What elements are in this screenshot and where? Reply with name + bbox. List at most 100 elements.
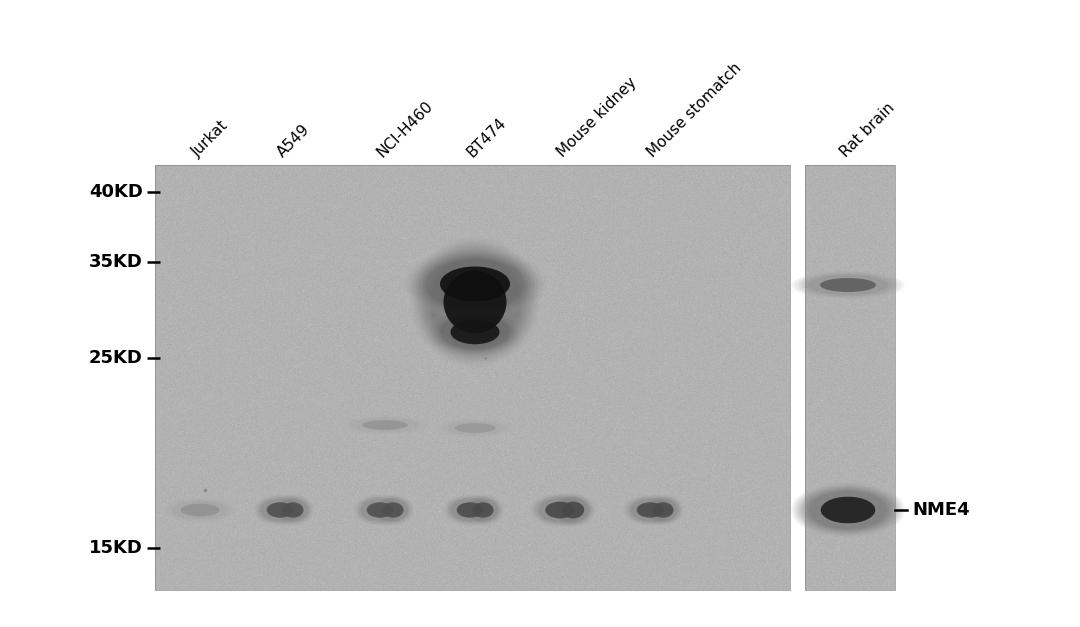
Ellipse shape <box>539 498 581 522</box>
Ellipse shape <box>551 493 595 527</box>
Ellipse shape <box>438 419 511 437</box>
Ellipse shape <box>444 270 507 334</box>
Ellipse shape <box>375 497 410 523</box>
Ellipse shape <box>359 498 402 522</box>
Ellipse shape <box>361 499 399 521</box>
Ellipse shape <box>643 495 684 525</box>
Ellipse shape <box>623 494 677 526</box>
Ellipse shape <box>538 497 582 523</box>
Ellipse shape <box>645 496 681 524</box>
Ellipse shape <box>257 497 302 523</box>
Ellipse shape <box>354 495 406 525</box>
Ellipse shape <box>463 495 502 524</box>
Ellipse shape <box>446 496 494 524</box>
Ellipse shape <box>462 495 503 525</box>
Ellipse shape <box>545 502 575 519</box>
Ellipse shape <box>645 497 680 523</box>
Ellipse shape <box>550 493 596 527</box>
Bar <box>805 165 895 590</box>
Ellipse shape <box>627 497 673 523</box>
Ellipse shape <box>275 497 311 523</box>
Ellipse shape <box>637 502 663 518</box>
Ellipse shape <box>419 256 531 312</box>
Ellipse shape <box>260 498 300 522</box>
Ellipse shape <box>274 496 312 524</box>
Ellipse shape <box>435 418 515 438</box>
Ellipse shape <box>808 275 888 295</box>
Ellipse shape <box>531 493 589 527</box>
Ellipse shape <box>367 502 393 518</box>
Ellipse shape <box>648 499 678 521</box>
Ellipse shape <box>537 497 583 524</box>
Text: Rat brain: Rat brain <box>837 100 897 160</box>
Ellipse shape <box>534 495 586 525</box>
Ellipse shape <box>416 255 535 314</box>
Text: 15KD: 15KD <box>90 539 143 557</box>
Ellipse shape <box>271 494 314 526</box>
Ellipse shape <box>624 495 676 525</box>
Ellipse shape <box>795 271 902 298</box>
Ellipse shape <box>467 498 500 522</box>
Text: 35KD: 35KD <box>90 253 143 271</box>
Ellipse shape <box>795 484 901 535</box>
Ellipse shape <box>792 271 905 299</box>
Ellipse shape <box>254 495 306 525</box>
Ellipse shape <box>278 499 308 521</box>
Ellipse shape <box>646 498 680 522</box>
Ellipse shape <box>417 244 534 360</box>
Ellipse shape <box>273 495 313 524</box>
Ellipse shape <box>261 499 299 521</box>
Text: NCI-H460: NCI-H460 <box>375 98 436 160</box>
Text: 40KD: 40KD <box>90 183 143 201</box>
Ellipse shape <box>431 310 518 354</box>
Ellipse shape <box>644 495 683 524</box>
Ellipse shape <box>375 496 411 524</box>
Ellipse shape <box>413 253 538 315</box>
Ellipse shape <box>372 494 415 526</box>
Ellipse shape <box>555 497 591 524</box>
Ellipse shape <box>276 498 310 522</box>
Ellipse shape <box>804 488 893 532</box>
Ellipse shape <box>445 495 495 524</box>
Ellipse shape <box>625 495 675 524</box>
Ellipse shape <box>642 494 685 526</box>
Ellipse shape <box>255 495 305 524</box>
Ellipse shape <box>461 494 504 526</box>
Text: Mouse stomatch: Mouse stomatch <box>645 60 744 160</box>
Bar <box>156 165 789 590</box>
Text: Mouse kidney: Mouse kidney <box>554 75 639 160</box>
Ellipse shape <box>447 497 492 523</box>
Ellipse shape <box>626 496 674 524</box>
Ellipse shape <box>467 498 499 522</box>
Ellipse shape <box>253 494 308 526</box>
Ellipse shape <box>419 246 531 358</box>
Ellipse shape <box>353 494 407 526</box>
Ellipse shape <box>429 308 522 356</box>
Ellipse shape <box>378 499 408 521</box>
Ellipse shape <box>376 498 410 522</box>
Ellipse shape <box>798 273 897 297</box>
Ellipse shape <box>652 502 674 518</box>
Ellipse shape <box>340 415 430 435</box>
Ellipse shape <box>809 491 887 529</box>
Ellipse shape <box>356 496 404 524</box>
Ellipse shape <box>258 498 301 522</box>
Ellipse shape <box>426 259 525 309</box>
Ellipse shape <box>349 417 421 433</box>
Ellipse shape <box>473 502 494 518</box>
Ellipse shape <box>406 250 543 319</box>
Ellipse shape <box>552 494 594 526</box>
Ellipse shape <box>443 420 508 436</box>
Ellipse shape <box>403 248 546 320</box>
Ellipse shape <box>434 312 516 352</box>
Ellipse shape <box>409 251 541 317</box>
Ellipse shape <box>426 307 525 357</box>
Ellipse shape <box>465 497 501 523</box>
Ellipse shape <box>352 418 418 432</box>
Ellipse shape <box>557 498 589 522</box>
Ellipse shape <box>377 498 409 522</box>
Ellipse shape <box>629 498 672 522</box>
Ellipse shape <box>440 266 510 302</box>
Ellipse shape <box>631 499 669 521</box>
Text: NME4: NME4 <box>912 501 970 519</box>
